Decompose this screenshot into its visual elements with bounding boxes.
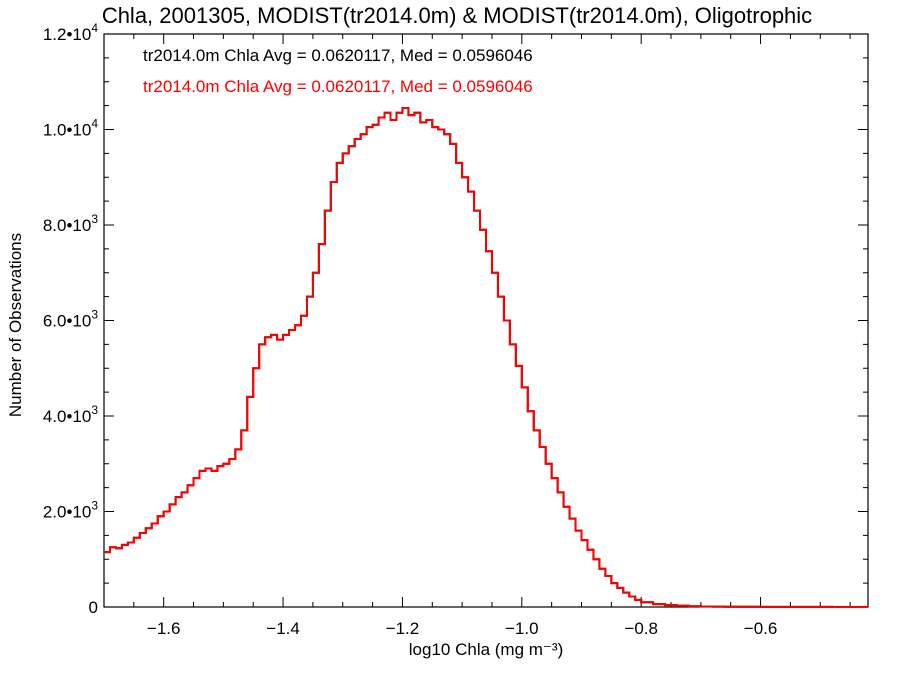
stats-line-black: tr2014.0m Chla Avg = 0.0620117, Med = 0.… — [143, 46, 533, 65]
x-tick-label: −0.8 — [624, 619, 658, 638]
y-tick-label: 1.0•104 — [43, 117, 99, 140]
x-tick-label: −1.0 — [505, 619, 539, 638]
x-tick-label: −1.4 — [266, 619, 300, 638]
histogram-series-black — [104, 107, 868, 608]
y-tick-label: 0 — [89, 598, 98, 617]
y-tick-label: 6.0•103 — [43, 308, 99, 331]
x-tick-label: −1.6 — [147, 619, 181, 638]
axes: −1.6 −1.4 −1.2 −1.0 −0.8 −0.6 0 2.0•103 4.0•103 6… — [43, 21, 869, 638]
chart-title: Chla, 2001305, MODIST(tr2014.0m) & MODIS… — [102, 3, 812, 28]
series-group — [104, 107, 868, 608]
histogram-series-red — [104, 107, 868, 608]
x-tick-label: −1.2 — [386, 619, 420, 638]
y-tick-label: 8.0•103 — [43, 212, 99, 235]
y-tick-label: 2.0•103 — [43, 499, 99, 522]
y-tick-label: 4.0•103 — [43, 403, 99, 426]
x-axis-label: log10 Chla (mg m⁻³) — [409, 640, 563, 659]
x-tick-label: −0.6 — [744, 619, 778, 638]
stats-line-red: tr2014.0m Chla Avg = 0.0620117, Med = 0.… — [143, 77, 533, 96]
plot-frame — [103, 33, 869, 608]
y-axis-label: Number of Observations — [6, 233, 25, 417]
y-tick-label: 1.2•104 — [43, 21, 99, 44]
